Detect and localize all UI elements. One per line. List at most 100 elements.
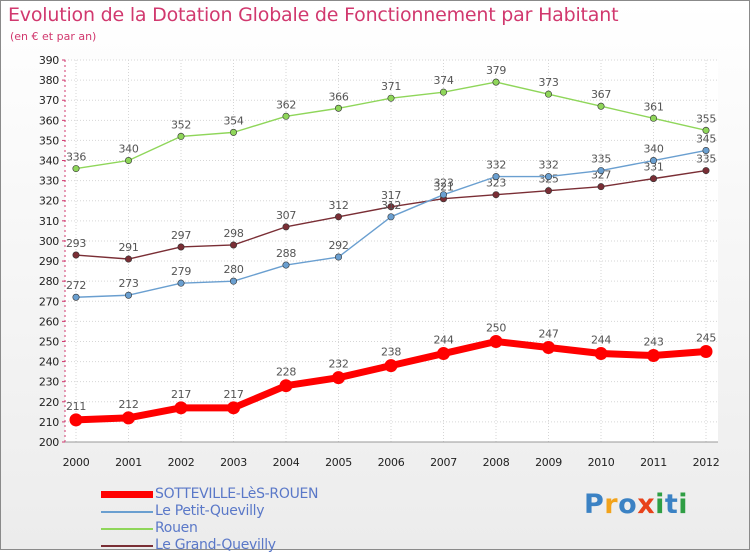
data-point-petit-quevilly xyxy=(544,173,552,181)
data-point-rouen xyxy=(387,94,395,102)
y-tick-label: 230 xyxy=(39,376,59,389)
data-label-sotteville: 238 xyxy=(381,346,401,359)
data-label-petit-quevilly: 345 xyxy=(696,132,716,145)
data-point-petit-quevilly xyxy=(177,279,185,287)
logo-letter: t xyxy=(664,489,679,520)
data-point-grand-quevilly xyxy=(387,203,395,211)
logo-letter: o xyxy=(618,489,638,520)
data-point-grand-quevilly xyxy=(125,255,133,263)
x-tick-label: 2006 xyxy=(378,456,405,469)
data-point-rouen xyxy=(597,102,605,110)
y-tick-label: 310 xyxy=(39,215,59,228)
data-label-petit-quevilly: 312 xyxy=(381,199,401,212)
data-point-sotteville xyxy=(542,341,555,355)
data-label-petit-quevilly: 273 xyxy=(118,277,138,290)
data-point-grand-quevilly xyxy=(492,191,500,199)
data-point-sotteville xyxy=(437,347,450,361)
data-label-petit-quevilly: 280 xyxy=(223,263,243,276)
data-point-sotteville xyxy=(227,401,240,415)
data-label-petit-quevilly: 340 xyxy=(643,143,663,156)
data-label-petit-quevilly: 332 xyxy=(538,159,558,172)
logo-letter: x xyxy=(637,489,656,520)
data-label-sotteville: 247 xyxy=(538,328,558,341)
y-tick-label: 200 xyxy=(39,436,59,449)
data-point-sotteville xyxy=(122,411,135,425)
data-label-rouen: 352 xyxy=(171,118,191,131)
data-label-rouen: 366 xyxy=(328,90,348,103)
data-point-rouen xyxy=(230,128,238,136)
data-label-rouen: 379 xyxy=(486,64,506,77)
data-point-petit-quevilly xyxy=(702,146,710,154)
x-tick-label: 2003 xyxy=(220,456,247,469)
legend-label-rouen: Rouen xyxy=(155,520,198,536)
data-label-sotteville: 228 xyxy=(276,366,296,379)
y-tick-label: 360 xyxy=(39,114,59,127)
legend-swatch-petit-quevilly xyxy=(101,511,153,513)
data-label-sotteville: 211 xyxy=(66,400,86,413)
data-point-petit-quevilly xyxy=(387,213,395,221)
x-tick-label: 2002 xyxy=(168,456,195,469)
legend-label-grand-quevilly: Le Grand-Quevilly xyxy=(155,537,276,553)
data-point-sotteville xyxy=(69,413,83,427)
data-label-sotteville: 212 xyxy=(118,398,138,411)
logo-letter: r xyxy=(604,489,619,520)
x-tick-label: 2009 xyxy=(535,456,562,469)
data-point-sotteville xyxy=(332,371,345,385)
data-label-sotteville: 217 xyxy=(223,388,243,401)
x-tick-label: 2008 xyxy=(483,456,510,469)
data-point-petit-quevilly xyxy=(125,291,133,299)
data-label-petit-quevilly: 292 xyxy=(328,239,348,252)
data-label-petit-quevilly: 279 xyxy=(171,265,191,278)
data-label-grand-quevilly: 317 xyxy=(381,189,401,202)
data-point-grand-quevilly xyxy=(230,241,238,249)
data-point-sotteville xyxy=(647,349,660,363)
data-label-grand-quevilly: 331 xyxy=(643,161,663,174)
x-tick-label: 2011 xyxy=(640,456,667,469)
data-label-petit-quevilly: 335 xyxy=(591,153,611,166)
data-point-sotteville xyxy=(174,401,188,415)
data-point-grand-quevilly xyxy=(544,187,552,195)
data-label-rouen: 374 xyxy=(433,74,453,87)
data-label-sotteville: 243 xyxy=(643,336,663,349)
data-point-sotteville xyxy=(384,359,398,373)
y-tick-label: 320 xyxy=(39,195,59,208)
y-tick-label: 210 xyxy=(39,416,59,429)
y-tick-label: 390 xyxy=(39,54,59,67)
data-point-grand-quevilly xyxy=(597,183,605,191)
data-point-grand-quevilly xyxy=(649,175,657,183)
data-point-sotteville xyxy=(489,334,503,348)
x-tick-label: 2005 xyxy=(325,456,352,469)
logo-letter: P xyxy=(584,489,605,520)
data-label-rouen: 362 xyxy=(276,98,296,111)
legend-label-petit-quevilly: Le Petit-Quevilly xyxy=(155,503,265,519)
data-label-sotteville: 232 xyxy=(328,358,348,371)
data-label-rouen: 361 xyxy=(643,100,663,113)
data-label-rouen: 373 xyxy=(538,76,558,89)
x-tick-label: 2010 xyxy=(588,456,615,469)
y-tick-label: 300 xyxy=(39,235,59,248)
data-label-rouen: 336 xyxy=(66,151,86,164)
data-point-rouen xyxy=(334,104,342,112)
data-point-sotteville xyxy=(279,379,293,393)
data-label-rouen: 355 xyxy=(696,112,716,125)
y-tick-label: 240 xyxy=(39,356,59,369)
data-point-grand-quevilly xyxy=(334,213,342,221)
y-tick-label: 290 xyxy=(39,255,59,268)
data-label-sotteville: 250 xyxy=(486,321,506,334)
data-point-rouen xyxy=(544,90,552,98)
data-point-rouen xyxy=(439,88,447,96)
y-tick-label: 260 xyxy=(39,315,59,328)
data-label-petit-quevilly: 288 xyxy=(276,247,296,260)
x-tick-label: 2000 xyxy=(63,456,90,469)
y-tick-label: 250 xyxy=(39,335,59,348)
data-label-petit-quevilly: 323 xyxy=(433,177,453,190)
data-point-rouen xyxy=(177,132,185,140)
x-tick-label: 2012 xyxy=(693,456,720,469)
proxiti-logo: Proxiti xyxy=(584,489,688,520)
data-point-sotteville xyxy=(699,345,713,359)
data-label-grand-quevilly: 297 xyxy=(171,229,191,242)
legend-swatch-grand-quevilly xyxy=(101,545,153,547)
data-label-grand-quevilly: 307 xyxy=(276,209,296,222)
logo-letter: i xyxy=(678,489,689,520)
